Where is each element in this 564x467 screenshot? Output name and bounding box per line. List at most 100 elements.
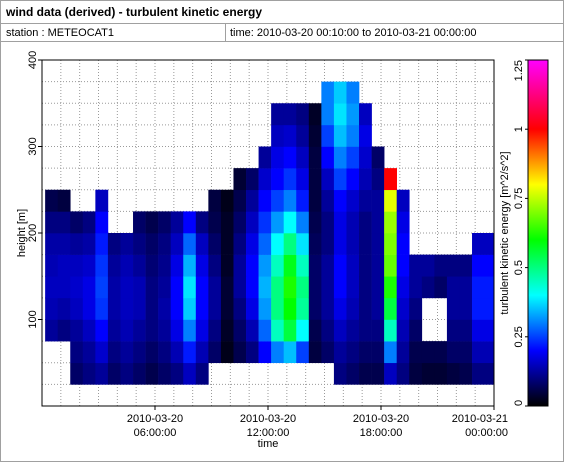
heat-cell bbox=[158, 211, 171, 234]
x-tick-label: 2010-03-20 bbox=[353, 413, 409, 425]
heat-cell bbox=[421, 254, 435, 277]
colorbar-tick-label: 0.5 bbox=[513, 260, 525, 275]
heat-cell bbox=[107, 254, 121, 277]
heat-cell bbox=[384, 254, 397, 277]
heat-cell bbox=[333, 124, 347, 147]
heat-cell bbox=[220, 233, 234, 255]
heat-cell bbox=[459, 341, 473, 364]
heat-cell bbox=[321, 103, 335, 126]
heat-cell bbox=[321, 319, 335, 342]
heat-cell bbox=[220, 276, 234, 299]
heat-cell bbox=[107, 297, 121, 320]
colorbar-tick-label: 0.75 bbox=[513, 188, 525, 209]
heat-cell bbox=[359, 189, 372, 212]
heat-cell bbox=[333, 341, 347, 364]
heat-cell bbox=[396, 297, 410, 320]
heat-cell bbox=[133, 341, 146, 364]
x-tick-label: 00:00:00 bbox=[465, 427, 508, 439]
heat-cell bbox=[308, 233, 322, 255]
heat-cell bbox=[133, 254, 146, 277]
heat-cell bbox=[384, 297, 397, 320]
heat-cell bbox=[346, 297, 360, 320]
heat-cell bbox=[133, 211, 146, 234]
heat-cell bbox=[434, 362, 448, 385]
heat-cell bbox=[208, 276, 222, 299]
heat-cell bbox=[220, 189, 234, 212]
heat-cell bbox=[258, 254, 272, 277]
heat-cell bbox=[359, 319, 372, 342]
x-tick-label: 2010-03-20 bbox=[127, 413, 183, 425]
heat-cell bbox=[45, 233, 58, 255]
heat-cell bbox=[107, 319, 121, 342]
heat-cell bbox=[120, 233, 134, 255]
heat-cell bbox=[359, 362, 372, 385]
heat-cell bbox=[82, 211, 96, 234]
heat-cell bbox=[183, 319, 197, 342]
heat-cell bbox=[371, 146, 385, 169]
heat-cell bbox=[82, 297, 96, 320]
colorbar-tick-label: 1 bbox=[513, 126, 525, 132]
heat-cell bbox=[183, 254, 197, 277]
heat-cell bbox=[384, 233, 397, 255]
heat-cell bbox=[384, 276, 397, 299]
heat-cell bbox=[246, 319, 259, 342]
heat-cell bbox=[208, 254, 222, 277]
heat-cell bbox=[145, 233, 159, 255]
heat-cell bbox=[170, 233, 184, 255]
heat-cell bbox=[459, 297, 473, 320]
heat-cell bbox=[421, 341, 435, 364]
heat-cell bbox=[95, 254, 109, 277]
heat-cell bbox=[396, 254, 410, 277]
heat-cell bbox=[82, 341, 96, 364]
heat-cell bbox=[133, 297, 146, 320]
heat-cell bbox=[271, 276, 284, 299]
heat-cell bbox=[472, 362, 495, 385]
heat-cell bbox=[70, 341, 84, 364]
heat-cell bbox=[233, 297, 247, 320]
heat-cell bbox=[145, 254, 159, 277]
heat-cell bbox=[195, 233, 209, 255]
heat-cell bbox=[120, 341, 134, 364]
heat-cell bbox=[283, 211, 297, 234]
heat-cell bbox=[308, 146, 322, 169]
heat-cell bbox=[346, 146, 360, 169]
heat-cell bbox=[359, 146, 372, 169]
heat-cell bbox=[145, 319, 159, 342]
heat-cell bbox=[296, 189, 310, 212]
heat-cell bbox=[183, 341, 197, 364]
x-tick-label: 2010-03-21 bbox=[452, 413, 508, 425]
subtitle: time: 2010-03-20 00:10:00 to 2010-03-21 … bbox=[230, 27, 476, 39]
heat-cell bbox=[321, 211, 335, 234]
heat-cell bbox=[308, 211, 322, 234]
heat-cell bbox=[296, 233, 310, 255]
heat-cell bbox=[346, 233, 360, 255]
heat-cell bbox=[246, 297, 259, 320]
heat-cell bbox=[120, 276, 134, 299]
heat-cell bbox=[396, 362, 410, 385]
chart-title: wind data (derived) - turbulent kinetic … bbox=[5, 5, 262, 19]
heat-cell bbox=[409, 319, 423, 342]
heat-cell bbox=[120, 362, 134, 385]
heat-cell bbox=[271, 211, 284, 234]
heat-cell bbox=[246, 276, 259, 299]
heat-cell bbox=[446, 341, 460, 364]
heat-cell bbox=[421, 362, 435, 385]
heat-cell bbox=[371, 297, 385, 320]
heat-cell bbox=[321, 297, 335, 320]
heat-cell bbox=[95, 211, 109, 234]
heat-cell bbox=[308, 319, 322, 342]
heat-cell bbox=[384, 319, 397, 342]
heat-cell bbox=[70, 211, 84, 234]
heat-cell bbox=[158, 297, 171, 320]
heat-cell bbox=[409, 276, 423, 299]
heat-cell bbox=[195, 276, 209, 299]
heat-cell bbox=[57, 319, 71, 342]
heat-cell bbox=[321, 168, 335, 191]
heat-cell bbox=[283, 146, 297, 169]
heat-cell bbox=[472, 341, 495, 364]
heat-cell bbox=[333, 276, 347, 299]
heat-cell bbox=[246, 254, 259, 277]
heat-cell bbox=[333, 103, 347, 126]
heat-cell bbox=[296, 103, 310, 126]
